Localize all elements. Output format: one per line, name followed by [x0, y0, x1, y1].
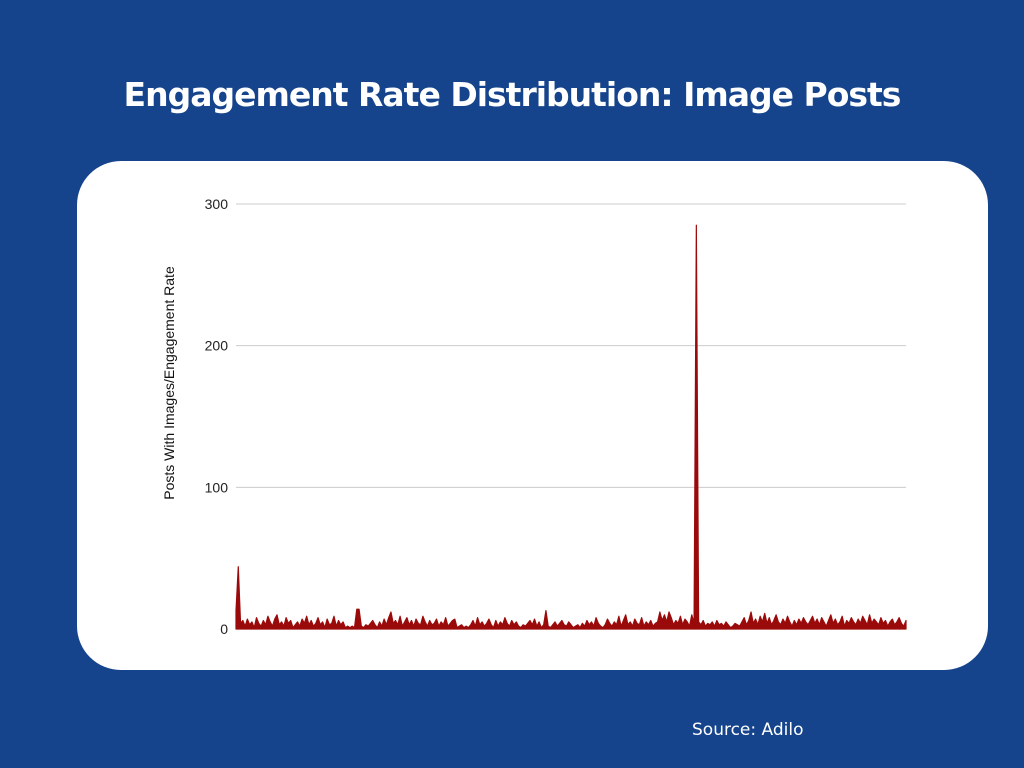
page-title: Engagement Rate Distribution: Image Post…	[123, 75, 902, 114]
series-layer	[235, 224, 907, 630]
y-tick-label: 0	[220, 621, 228, 637]
y-tick-label: 100	[205, 479, 229, 495]
engagement-chart: 0 100 200 300 Posts With Images/Engagement …	[161, 196, 907, 637]
series-area-0	[235, 224, 907, 630]
y-axis-label: Posts With Images/Engagement Rate	[161, 266, 177, 500]
y-axis-ticks: 0 100 200 300	[205, 196, 229, 637]
chart-card: 0 100 200 300 Posts With Images/Engagement …	[77, 161, 988, 670]
source-credit: Source: Adilo	[692, 720, 804, 740]
y-tick-label: 200	[205, 338, 229, 354]
grid-lines	[236, 203, 906, 630]
y-tick-label: 300	[205, 196, 229, 212]
